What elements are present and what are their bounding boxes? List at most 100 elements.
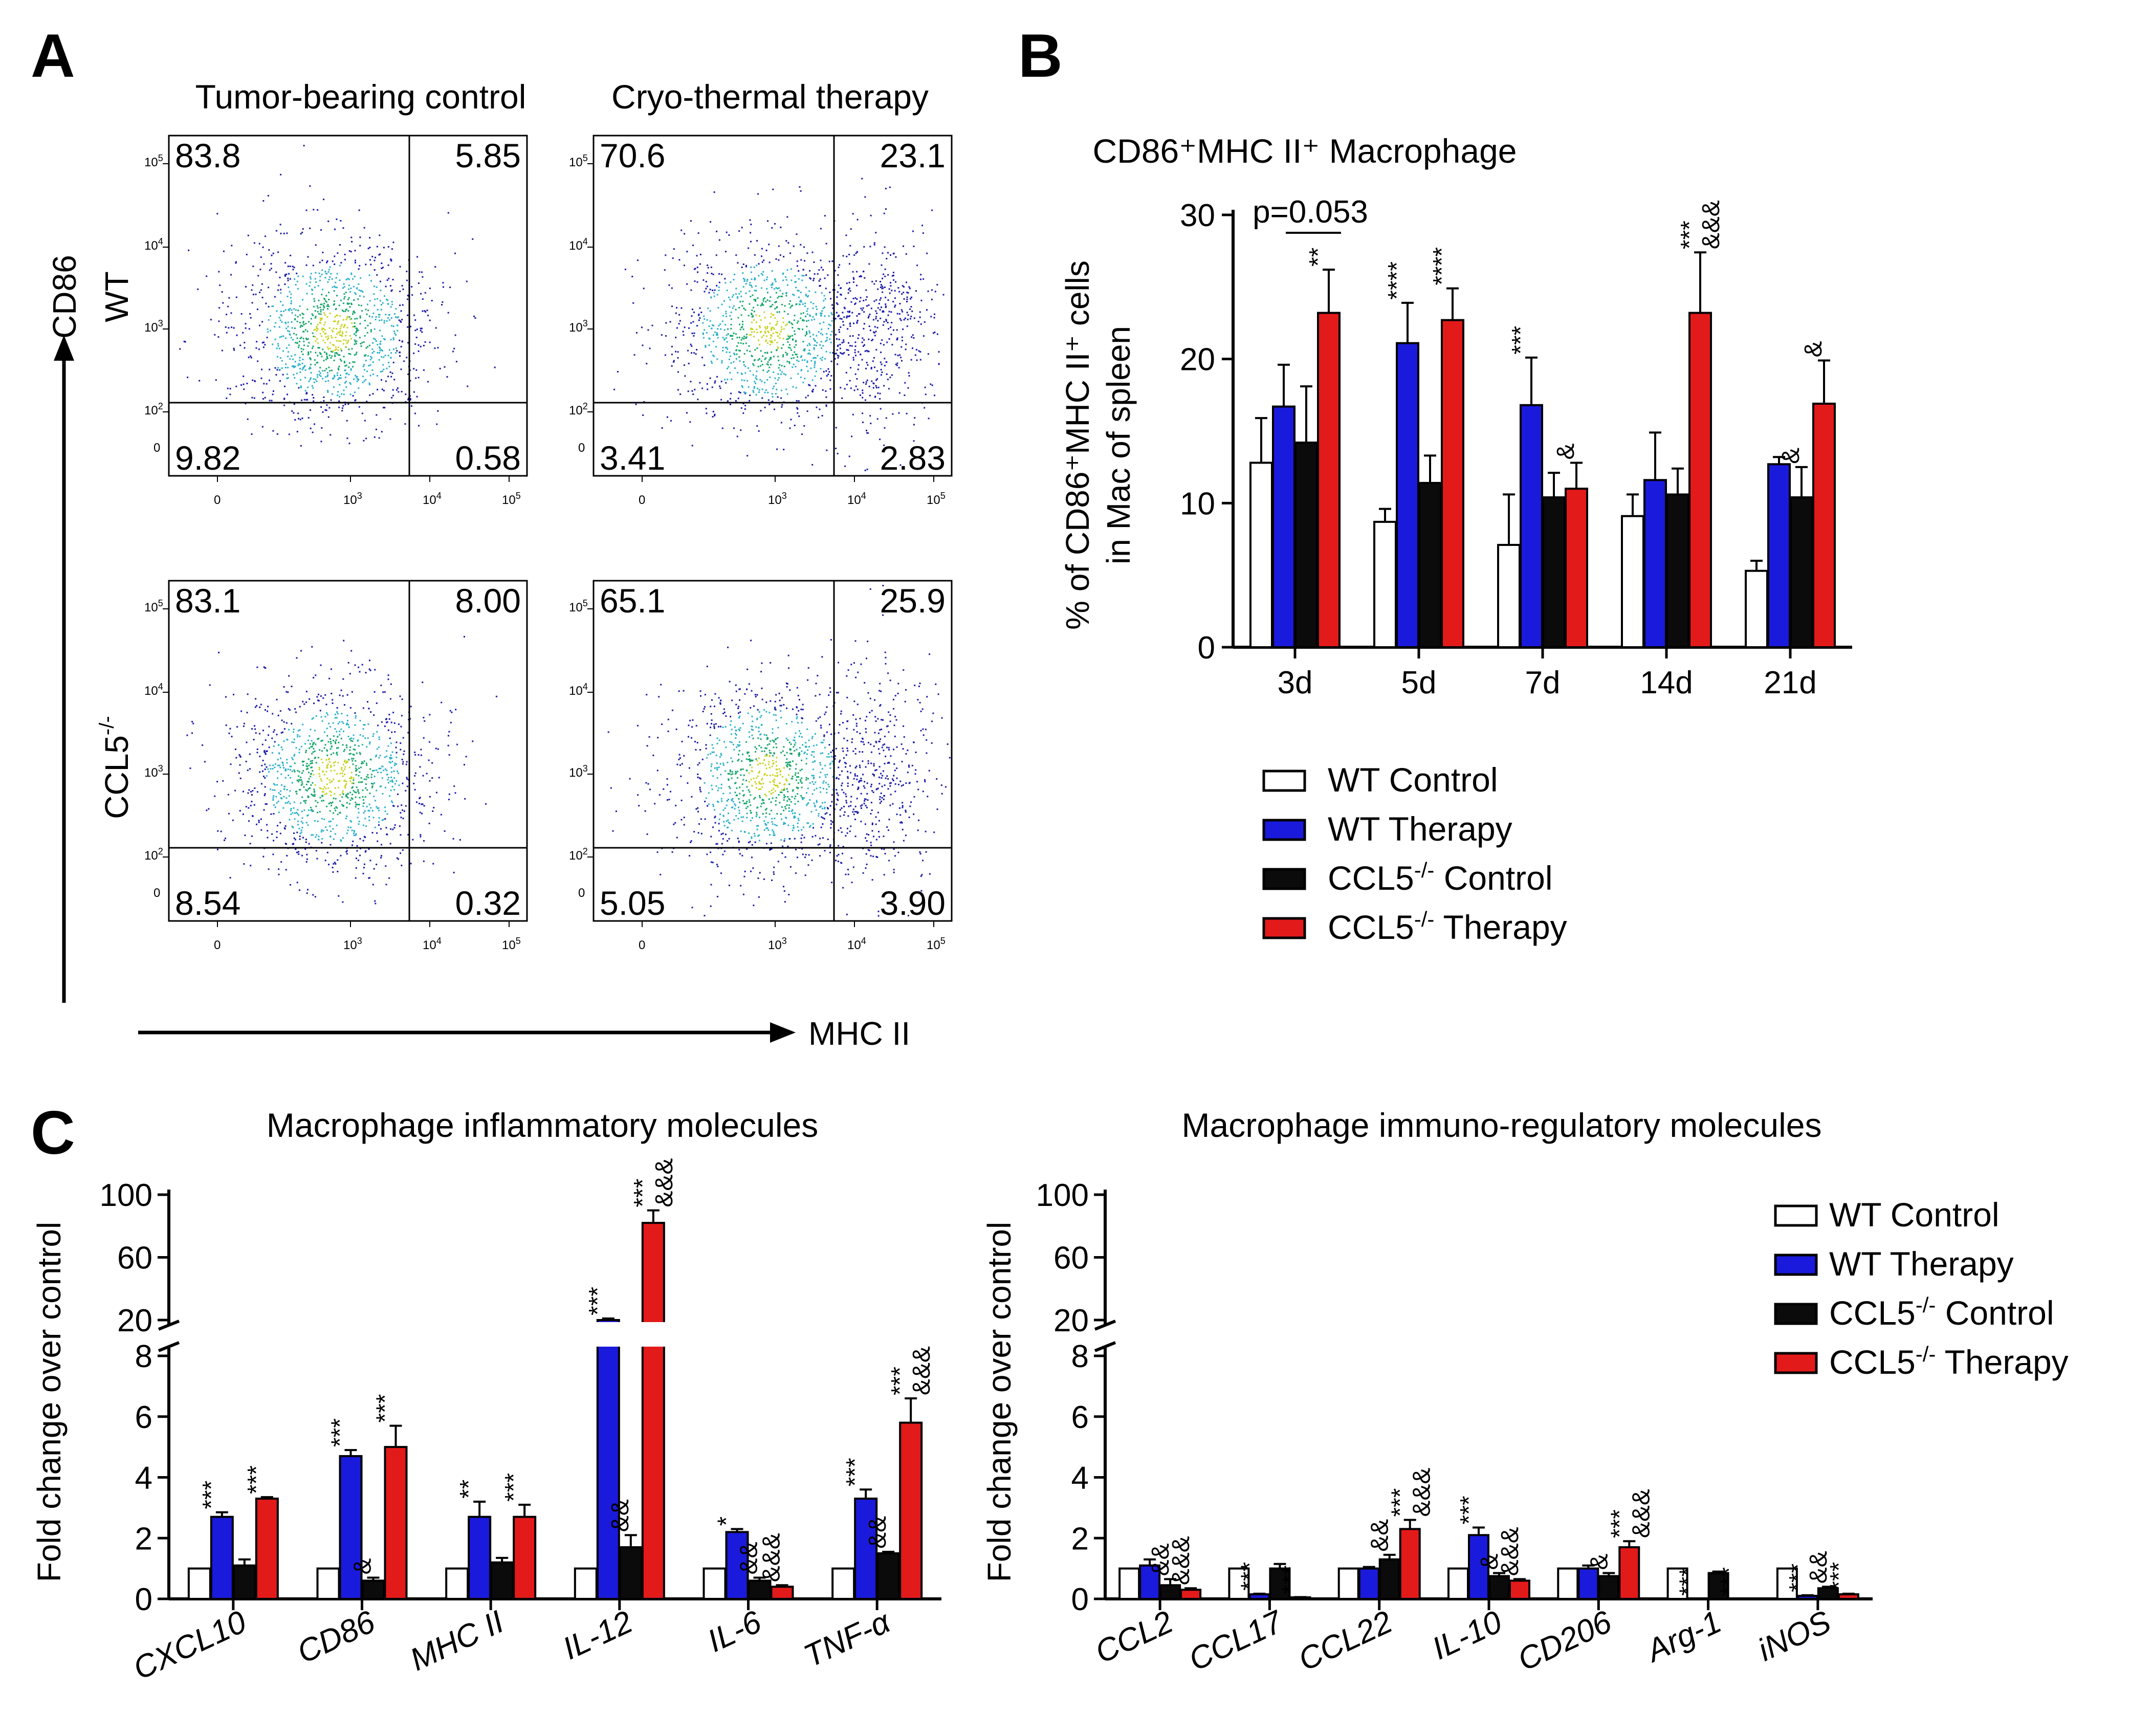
flow-event-dot [379,352,380,354]
flow-event-dot [291,365,293,367]
flow-event-dot [320,406,322,408]
flow-event-dot [296,812,298,815]
flow-event-dot [899,822,902,824]
flow-event-dot [688,327,690,329]
flow-event-dot [736,345,738,347]
flow-event-dot [314,730,316,732]
flow-event-dot [759,365,761,367]
flow-event-dot [721,427,723,429]
flow-event-dot [330,350,332,353]
flow-event-dot [803,797,805,799]
flow-event-dot [795,354,797,356]
flow-event-dot [348,362,350,364]
flow-event-dot [726,341,728,343]
flow-event-dot [782,293,784,295]
flow-event-dot [774,288,776,290]
flow-event-dot [310,278,312,280]
flow-event-dot [794,838,796,840]
flow-event-dot [773,866,775,868]
flow-event-dot [288,729,290,731]
flow-event-dot [813,751,815,753]
flow-event-dot [330,754,332,755]
flow-event-dot [320,778,322,780]
flow-event-dot [329,347,331,349]
flow-event-dot [794,319,795,321]
flow-event-dot [401,865,403,867]
flow-event-dot [336,807,338,809]
flow-event-dot [362,382,364,383]
flow-event-dot [379,329,381,332]
flow-event-dot [346,694,348,696]
flow-event-dot [392,362,394,364]
flow-event-dot [375,256,376,258]
flow-event-dot [784,856,786,858]
flow-event-dot [295,284,297,285]
flow-event-dot [760,273,762,275]
flow-event-dot [218,271,220,273]
flow-event-dot [861,341,863,343]
flow-event-dot [887,274,889,276]
flow-event-dot [325,353,327,354]
flow-event-dot [368,848,370,850]
flow-event-dot [729,680,731,683]
flow-event-dot [317,311,319,313]
flow-event-dot [355,877,357,879]
flow-event-dot [424,720,426,722]
flow-event-dot [912,334,914,336]
flow-event-dot [783,449,785,451]
flow-event-dot [847,873,849,875]
flow-event-dot [298,344,300,346]
flow-event-dot [371,357,372,359]
flow-event-dot [305,841,307,843]
flow-event-dot [317,307,319,309]
flow-event-dot [700,312,702,313]
flow-event-dot [358,821,360,822]
flow-event-dot [724,379,726,381]
flow-event-dot [819,838,821,840]
flow-event-dot [917,321,919,322]
flow-event-dot [656,851,658,853]
flow-event-dot [324,716,326,718]
flow-event-dot [854,297,857,299]
flow-event-dot [388,777,389,779]
flow-event-dot [392,805,394,807]
flow-event-dot [814,805,816,807]
flow-event-dot [749,736,751,738]
flow-event-dot [228,812,230,815]
flow-event-dot [464,798,466,800]
flow-event-dot [386,721,388,723]
flow-event-dot [328,677,331,679]
flow-event-dot [422,775,424,777]
flow-event-dot [723,708,725,710]
flow-event-dot [645,782,647,784]
flow-event-dot [894,297,896,299]
flow-event-dot [802,303,804,305]
flow-event-dot [187,377,189,379]
flow-event-dot [249,313,251,315]
flow-event-dot [788,783,790,785]
flow-event-dot [395,352,397,354]
flow-event-dot [291,410,293,412]
flow-event-dot [376,832,378,834]
flow-event-dot [314,300,316,302]
flow-event-dot [727,646,729,648]
flow-event-dot [349,792,351,794]
flow-event-dot [690,220,692,222]
flow-event-dot [813,775,815,777]
flow-event-dot [321,427,323,429]
flow-event-dot [860,663,862,665]
flow-event-dot [873,765,875,767]
flow-event-dot [830,733,832,735]
flow-event-dot [850,367,851,369]
flow-event-dot [649,788,651,790]
flow-event-dot [333,304,335,306]
flow-event-dot [291,782,293,784]
flow-event-dot [353,790,355,792]
flow-event-dot [292,843,294,845]
flow-event-dot [801,750,803,752]
flow-event-dot [278,873,280,875]
flow-event-dot [254,787,256,789]
flow-event-dot [713,191,715,193]
flow-event-dot [236,334,238,336]
flow-event-dot [287,373,288,375]
